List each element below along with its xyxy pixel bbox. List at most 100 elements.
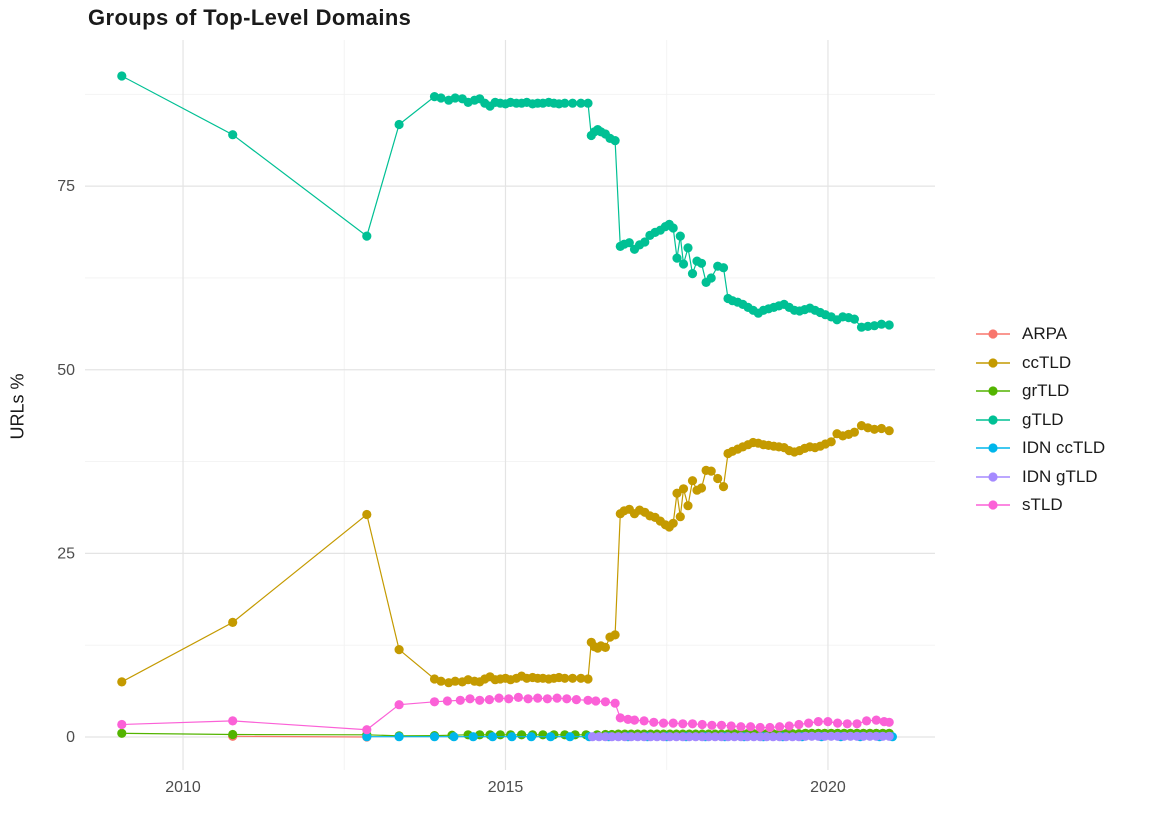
data-point [696, 258, 707, 268]
legend-label: ARPA [1022, 324, 1068, 344]
data-point [394, 732, 404, 742]
data-point [507, 732, 517, 742]
data-point [876, 319, 887, 329]
data-point [675, 231, 685, 241]
data-point [871, 715, 881, 725]
series-gtld [117, 71, 894, 332]
data-point [823, 717, 833, 727]
data-point [394, 645, 404, 655]
data-point [465, 694, 475, 704]
data-point [678, 719, 688, 729]
data-point [826, 731, 836, 741]
data-point [626, 732, 636, 742]
data-point [865, 731, 875, 741]
data-point [684, 732, 694, 742]
data-point [429, 732, 440, 742]
data-point [649, 717, 659, 727]
y-tick-label: 50 [57, 362, 75, 379]
data-point [488, 732, 498, 742]
data-point [697, 732, 707, 742]
data-point [117, 719, 127, 730]
data-point [765, 722, 775, 733]
data-point [526, 732, 536, 742]
legend-label: IDN ccTLD [1022, 438, 1106, 458]
data-point [583, 674, 593, 684]
data-point [671, 732, 682, 742]
data-point [668, 718, 678, 728]
data-point [560, 98, 570, 108]
data-point [736, 732, 746, 742]
data-point [117, 677, 127, 687]
data-point [568, 673, 578, 683]
legend-item-idn-cctld: IDN ccTLD [976, 434, 1105, 463]
data-point [538, 730, 548, 740]
data-point [813, 731, 823, 741]
series-arpa [228, 731, 372, 742]
legend-swatch-icon [976, 443, 1010, 453]
data-point [495, 730, 505, 740]
data-point [610, 630, 620, 640]
series-cctld [117, 421, 894, 688]
data-point [869, 321, 880, 331]
data-point [842, 719, 852, 729]
data-point [704, 732, 714, 742]
data-point [362, 231, 372, 241]
data-point [624, 238, 634, 248]
data-point [504, 694, 514, 704]
chart-title: Groups of Top-Level Domains [88, 5, 412, 30]
data-point [678, 732, 688, 742]
data-point [394, 119, 404, 130]
y-tick-label: 0 [66, 729, 75, 746]
data-point [781, 732, 791, 742]
gridlines [85, 40, 935, 770]
legend: ARPA ccTLD grTLD gTLD IDN ccTLD IDN gTLD sTLD [976, 320, 1105, 520]
data-point [820, 731, 830, 741]
data-point [560, 673, 570, 683]
x-tick-label: 2015 [488, 779, 524, 796]
data-point [429, 697, 440, 707]
data-point [862, 716, 872, 726]
data-point [716, 732, 727, 742]
legend-item-arpa: ARPA [976, 320, 1105, 349]
data-point [591, 696, 601, 706]
data-point [794, 719, 804, 730]
data-point [884, 731, 894, 741]
legend-item-stld: sTLD [976, 491, 1105, 520]
data-point [723, 732, 733, 742]
legend-item-idn-gtld: IDN gTLD [976, 463, 1105, 492]
series-line [232, 735, 367, 738]
data-point [884, 426, 894, 436]
data-point [787, 732, 798, 742]
data-point [587, 732, 598, 742]
legend-swatch-icon [976, 329, 1010, 339]
data-point [884, 717, 894, 727]
data-point [876, 423, 887, 434]
legend-label: gTLD [1022, 409, 1064, 429]
data-point [697, 719, 707, 730]
legend-swatch-icon [976, 500, 1010, 510]
data-point [615, 713, 625, 723]
data-point [639, 716, 649, 726]
data-point [800, 731, 811, 741]
data-point [517, 730, 527, 740]
data-point [610, 136, 620, 146]
data-point [228, 729, 238, 740]
legend-swatch-icon [976, 472, 1010, 482]
legend-item-cctld: ccTLD [976, 349, 1105, 378]
legend-item-grtld: grTLD [976, 377, 1105, 406]
data-point [600, 732, 611, 742]
data-point [826, 437, 836, 447]
data-point [362, 732, 372, 742]
data-point [228, 716, 238, 726]
data-point [707, 720, 717, 730]
data-point [576, 98, 586, 108]
data-point [475, 695, 485, 705]
data-point [706, 466, 716, 476]
data-point [833, 731, 843, 741]
data-point [884, 320, 894, 330]
data-point [583, 98, 593, 108]
data-point [594, 732, 604, 742]
data-point [849, 314, 860, 324]
data-point [668, 223, 678, 233]
